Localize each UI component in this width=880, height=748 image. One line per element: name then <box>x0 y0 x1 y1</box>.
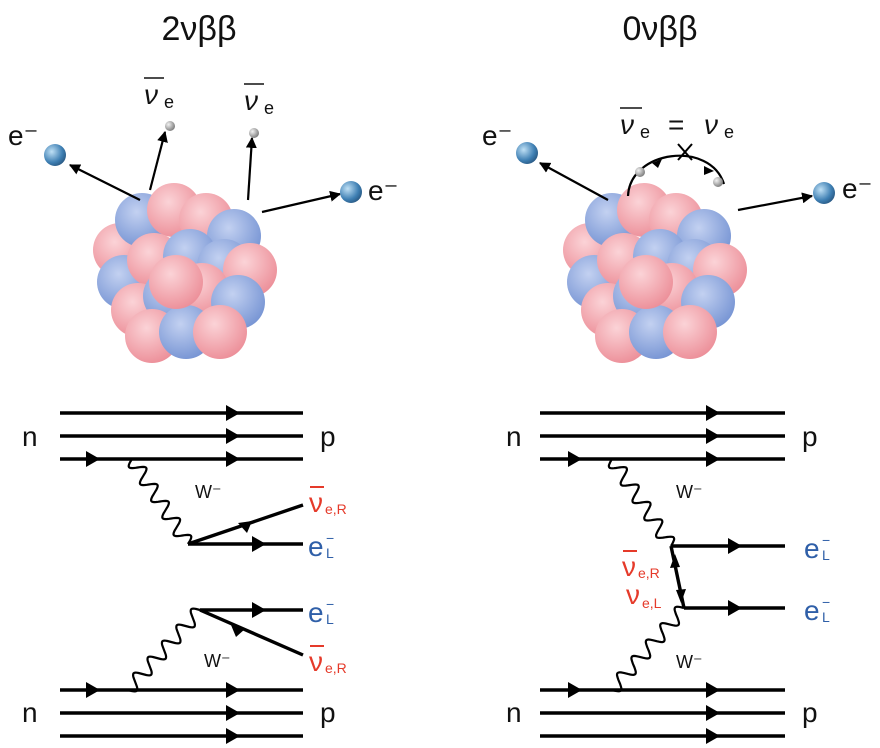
svg-text:ν: ν <box>309 646 323 677</box>
antineutrino-right-label: ν e,R <box>622 550 660 582</box>
electron-particle <box>44 144 66 166</box>
svg-text:e: e <box>264 98 274 118</box>
antineutrino-label: ν e <box>144 77 174 112</box>
svg-text:e: e <box>308 597 324 628</box>
antineutrino-particle <box>165 121 175 131</box>
electron-particle <box>813 182 835 204</box>
svg-text:e: e <box>804 595 820 626</box>
svg-text:=: = <box>668 109 684 140</box>
antineutrino-right-label: ν e,R <box>309 486 347 518</box>
antineutrino-particle <box>249 128 259 138</box>
svg-text:e: e <box>804 533 820 564</box>
neutrino-left-label: ν e,L <box>626 579 662 611</box>
emissions-left: e⁻ e⁻ ν e ν e <box>8 77 398 214</box>
electron-left-label: e − L <box>804 532 830 564</box>
feynman-0vbb: n p n p W⁻ W⁻ ν e,R ν e,L e − L e − L <box>506 405 830 744</box>
electron-particle <box>340 181 362 203</box>
svg-text:ν: ν <box>244 85 258 116</box>
w-boson-label: W⁻ <box>676 482 703 502</box>
electron-left-label: e − L <box>308 596 334 628</box>
proton-label: p <box>320 421 336 452</box>
svg-text:e: e <box>308 531 324 562</box>
svg-text:ν: ν <box>626 579 640 610</box>
svg-text:L: L <box>822 547 830 563</box>
feynman-2vbb: n p n p W⁻ W⁻ ν e,R e − L e − L ν e,R <box>22 405 347 744</box>
proton-ball <box>149 255 203 309</box>
w-boson-line <box>127 458 193 545</box>
neutron-label: n <box>22 697 38 728</box>
electron-left-label: e − L <box>804 594 830 626</box>
svg-text:e,R: e,R <box>638 565 660 581</box>
w-boson-label: W⁻ <box>676 652 703 672</box>
svg-text:ν: ν <box>622 551 636 582</box>
neutron-label: n <box>506 421 522 452</box>
svg-text:−: − <box>326 530 334 546</box>
nucleus-right <box>563 183 747 363</box>
electron-left-label: e − L <box>308 530 334 562</box>
svg-text:e: e <box>640 122 650 142</box>
svg-text:e,R: e,R <box>325 501 347 517</box>
electron-label: e⁻ <box>8 120 38 151</box>
svg-text:L: L <box>822 609 830 625</box>
electron-particle <box>516 142 538 164</box>
proton-ball <box>663 305 717 359</box>
svg-text:L: L <box>326 611 334 627</box>
svg-text:e: e <box>724 122 734 142</box>
neutron-label: n <box>506 697 522 728</box>
neutrino-particle <box>635 167 645 177</box>
title-2vbb: 2νββ <box>161 10 236 48</box>
electron-label: e⁻ <box>482 120 512 151</box>
electron-label: e⁻ <box>368 175 398 206</box>
svg-text:e,L: e,L <box>642 595 662 611</box>
svg-text:ν: ν <box>309 487 323 518</box>
svg-text:ν: ν <box>144 79 158 110</box>
svg-text:−: − <box>822 532 830 548</box>
antineutrino-right-label: ν e,R <box>309 645 347 677</box>
proton-ball <box>193 305 247 359</box>
svg-text:−: − <box>822 594 830 610</box>
w-boson-line <box>127 607 201 693</box>
nucleus-left <box>93 183 277 363</box>
emissions-right: e⁻ e⁻ ν e = ν e <box>482 107 872 212</box>
svg-text:ν: ν <box>620 109 634 140</box>
majorana-cross <box>677 143 693 161</box>
proton-label: p <box>320 697 336 728</box>
electron-label: e⁻ <box>842 173 872 204</box>
neutron-label: n <box>22 421 38 452</box>
title-0vbb: 0νββ <box>622 10 697 48</box>
w-boson-line <box>607 458 676 547</box>
proton-label: p <box>802 697 818 728</box>
proton-ball <box>619 255 673 309</box>
svg-text:e: e <box>164 92 174 112</box>
neutrino-particle <box>713 177 723 187</box>
proton-label: p <box>802 421 818 452</box>
w-boson-label: W⁻ <box>204 651 231 671</box>
w-boson-line <box>611 605 685 693</box>
svg-text:L: L <box>326 545 334 561</box>
svg-text:ν: ν <box>704 109 718 140</box>
svg-text:−: − <box>326 596 334 612</box>
w-boson-label: W⁻ <box>195 482 222 502</box>
antineutrino-label: ν e <box>244 83 274 118</box>
svg-text:e,R: e,R <box>325 660 347 676</box>
majorana-equality-label: ν e = ν e <box>620 107 734 142</box>
